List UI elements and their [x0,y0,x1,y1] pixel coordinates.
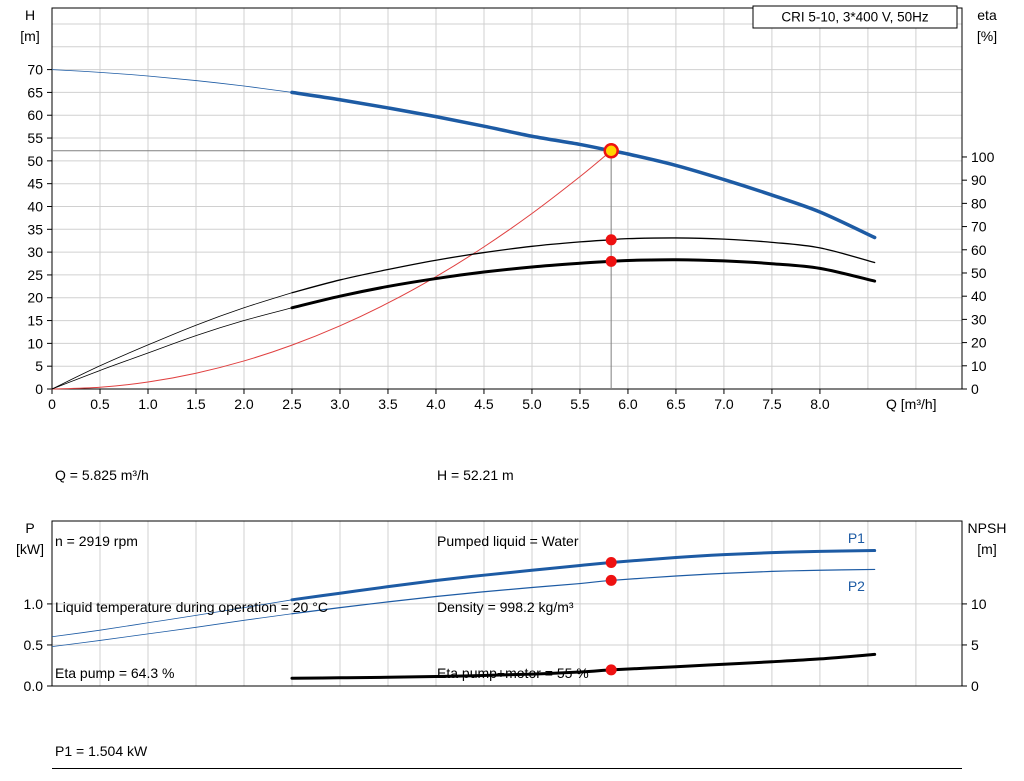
x-tick-label: 6.5 [666,396,686,412]
y-tick-label-left: 1.0 [24,596,44,612]
duty-info-right-column: H = 52.21 m Pumped liquid = Water Densit… [437,420,589,728]
y-axis-right-unit: [%] [977,28,997,44]
y-tick-label-right: 60 [971,242,987,258]
p1-value: P1 = 1.504 kW [55,743,148,759]
y-tick-label-left: 55 [27,130,43,146]
y-axis-right-title: eta [977,7,997,23]
y-tick-label-right: 10 [971,358,987,374]
eta-pump-motor-curve-lead [51,307,293,390]
npsh-curve [290,652,877,680]
speed-value: n = 2919 rpm [55,533,138,549]
y-axis-left-unit: [kW] [16,541,44,557]
p2-curve-lead [51,613,293,647]
y-tick-label-left: 0.0 [24,678,44,694]
x-tick-label: 0.5 [90,396,110,412]
y-tick-label-right: 100 [971,149,995,165]
affinity-parabola [51,150,612,390]
x-tick-label: 3.0 [330,396,350,412]
x-tick-label: 1.0 [138,396,158,412]
x-tick-label: 3.5 [378,396,398,412]
liquid-temperature-value: Liquid temperature during operation = 20… [55,599,328,615]
y-tick-label-right: 20 [971,335,987,351]
y-tick-label-left: 30 [27,244,43,260]
y-tick-label-left: 45 [27,176,43,192]
y-tick-label-left: 65 [27,84,43,100]
y-tick-label-left: 50 [27,153,43,169]
y-tick-label-right: 90 [971,172,987,188]
chart-title: CRI 5-10, 3*400 V, 50Hz [781,10,929,25]
x-tick-label: 7.0 [714,396,734,412]
y-tick-label-left: 0.5 [24,637,44,653]
x-tick-label: 5.0 [522,396,542,412]
y-axis-right-unit: [m] [977,541,996,557]
density-value: Density = 998.2 kg/m³ [437,599,574,615]
x-tick-label: 6.0 [618,396,638,412]
x-tick-label: 8.0 [810,396,830,412]
y-tick-label-right: 30 [971,311,987,327]
x-tick-label: 7.5 [762,396,782,412]
y-axis-left-title: P [25,520,34,536]
y-tick-label-right: 10 [971,596,987,612]
p2-curve [291,568,876,615]
y-tick-label-right: 80 [971,195,987,211]
duty-point [603,143,619,159]
eta-pump-motor-value: Eta pump+motor = 55 % [437,665,589,681]
eta-pump-curve-lead [51,292,293,390]
eta-pump-point [605,234,617,246]
x-tick-label: 4.5 [474,396,494,412]
duty-info-left-column: Q = 5.825 m³/h n = 2919 rpm Liquid tempe… [55,420,328,728]
y-tick-label-left: 10 [27,335,43,351]
x-axis-label: Q [m³/h] [886,396,937,412]
y-axis-left-unit: [m] [20,28,39,44]
y-tick-label-left: 15 [27,313,43,329]
x-tick-label: 2.5 [282,396,302,412]
bottom-divider [52,768,962,769]
y-axis-right-title: NPSH [968,520,1007,536]
head-value: H = 52.21 m [437,467,514,483]
x-tick-label: 5.5 [570,396,590,412]
p1-curve [290,549,877,602]
p1-curve-lead [51,599,293,638]
y-tick-label-right: 40 [971,288,987,304]
y-tick-label-left: 5 [35,358,43,374]
y-tick-label-right: 50 [971,265,987,281]
head-curve [290,90,877,240]
y-tick-label-right: 0 [971,678,979,694]
series-label-p1: P1 [848,530,865,546]
y-tick-label-right: 5 [971,637,979,653]
eta-pump-motor-point [605,255,617,267]
y-tick-label-right: 0 [971,381,979,397]
power-npsh-chart: 0.0 0.5 1.0 0 5 10 P [kW] NPSH [m] P1 P2 [16,520,1006,694]
plot-frame [51,7,963,390]
title-box [752,5,958,29]
p2-point [605,574,617,586]
y-tick-label-left: 70 [27,62,43,78]
head-eta-chart: 0 0.5 1.0 1.5 2.0 2.5 3.0 3.5 4.0 4.5 5.0 5.5 6.0 6.5… [20,5,997,412]
flow-value: Q = 5.825 m³/h [55,467,149,483]
y-tick-label-left: 0 [35,381,43,397]
y-tick-label-left: 60 [27,107,43,123]
x-tick-label: 0 [48,396,56,412]
y-tick-label-left: 20 [27,290,43,306]
eta-pump-value: Eta pump = 64.3 % [55,665,175,681]
head-curve-lead [51,69,293,93]
y-tick-label-left: 40 [27,198,43,214]
p1-point [605,557,617,568]
eta-pump-curve [291,237,876,294]
series-label-p2: P2 [848,578,865,594]
pumped-liquid-value: Pumped liquid = Water [437,533,579,549]
x-tick-label: 2.0 [234,396,254,412]
x-tick-label: 4.0 [426,396,446,412]
eta-pump-motor-curve [290,258,877,310]
npsh-point [605,664,617,676]
y-tick-label-left: 25 [27,267,43,283]
y-tick-label-right: 70 [971,219,987,235]
y-axis-left-title: H [25,7,35,23]
y-tick-label-left: 35 [27,221,43,237]
power-info-column: P1 = 1.504 kW P2 = 1.286 kW NPSH = 1.96 … [55,696,153,781]
x-tick-label: 1.5 [186,396,206,412]
